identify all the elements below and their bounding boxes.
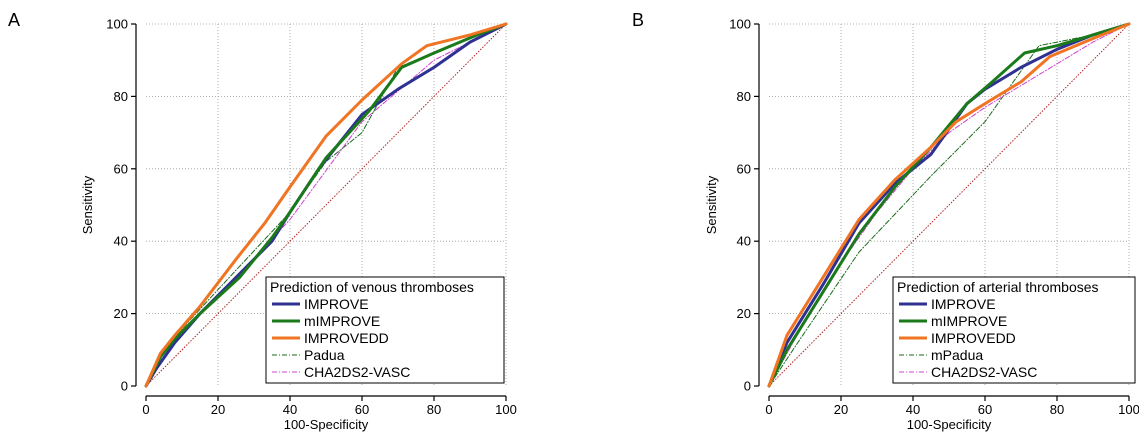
x-tick-label: 20 [211, 402, 225, 417]
series-line-mimprove [144, 22, 508, 388]
y-tick-label: 100 [106, 17, 128, 32]
reference-diagonal [768, 23, 1130, 387]
x-tick-label: 60 [355, 402, 369, 417]
y-tick-label: 0 [744, 379, 751, 394]
reference-diagonal [145, 23, 507, 387]
x-axis-label: 100-Specificity [284, 417, 369, 432]
legend-label: mIMPROVE [304, 313, 380, 329]
legend: Prediction of venous thrombosesIMPROVEmI… [265, 276, 505, 384]
legend-label: mIMPROVE [931, 313, 1007, 329]
x-tick-label: 60 [978, 402, 992, 417]
x-axis-label: 100-Specificity [907, 417, 992, 432]
y-axis-label: Sensitivity [80, 175, 95, 234]
roc-panel-b: B 0 20 40 60 80 100 0 20 40 60 80 100 100-Specificity… [632, 10, 1139, 432]
y-tick-label: 100 [729, 17, 751, 32]
series-line-improvedd [144, 22, 508, 388]
axes: 0 20 40 60 80 100 0 20 40 60 80 100 100-Specificity S… [704, 17, 1139, 433]
y-tick-label: 60 [114, 161, 128, 176]
roc-panel-a: A 0 20 40 60 80 100 0 20 40 60 80 100 100-Specificity… [8, 10, 517, 432]
axes: 0 20 40 60 80 100 0 20 40 60 80 100 100-Specificity S… [80, 17, 517, 433]
y-tick-label: 20 [114, 306, 128, 321]
legend-box [265, 276, 505, 384]
x-tick-label: 80 [427, 402, 441, 417]
x-tick-label: 80 [1050, 402, 1064, 417]
legend-label: IMPROVEDD [931, 330, 1016, 346]
legend: Prediction of arterial thrombosesIMPROVE… [892, 276, 1136, 384]
x-tick-label: 40 [283, 402, 297, 417]
y-tick-label: 40 [737, 234, 751, 249]
y-axis-label: Sensitivity [704, 175, 719, 234]
legend-box [892, 276, 1136, 384]
series-line-improvedd [767, 22, 1131, 388]
legend-label: IMPROVE [931, 296, 996, 312]
legend-label: IMPROVE [304, 296, 369, 312]
legend-label: CHA2DS2-VASC [931, 364, 1037, 380]
panel-letter: A [8, 10, 20, 30]
series-group [144, 22, 508, 388]
x-tick-label: 40 [906, 402, 920, 417]
series-group [767, 22, 1131, 388]
series-line-mimprove [767, 22, 1131, 388]
x-tick-label: 0 [142, 402, 149, 417]
legend-label: IMPROVEDD [304, 330, 389, 346]
y-tick-label: 0 [121, 379, 128, 394]
y-tick-label: 20 [737, 306, 751, 321]
y-tick-label: 40 [114, 234, 128, 249]
legend-label: CHA2DS2-VASC [304, 364, 410, 380]
legend-label: mPadua [931, 347, 983, 363]
legend-label: Padua [304, 347, 345, 363]
x-tick-label: 100 [495, 402, 517, 417]
x-tick-label: 0 [765, 402, 772, 417]
panel-letter: B [632, 10, 644, 30]
legend-title: Prediction of arterial thromboses [897, 279, 1099, 295]
y-tick-label: 80 [114, 89, 128, 104]
y-tick-label: 80 [737, 89, 751, 104]
y-tick-label: 60 [737, 161, 751, 176]
x-tick-label: 100 [1118, 402, 1139, 417]
x-tick-label: 20 [834, 402, 848, 417]
legend-title: Prediction of venous thromboses [270, 279, 474, 295]
